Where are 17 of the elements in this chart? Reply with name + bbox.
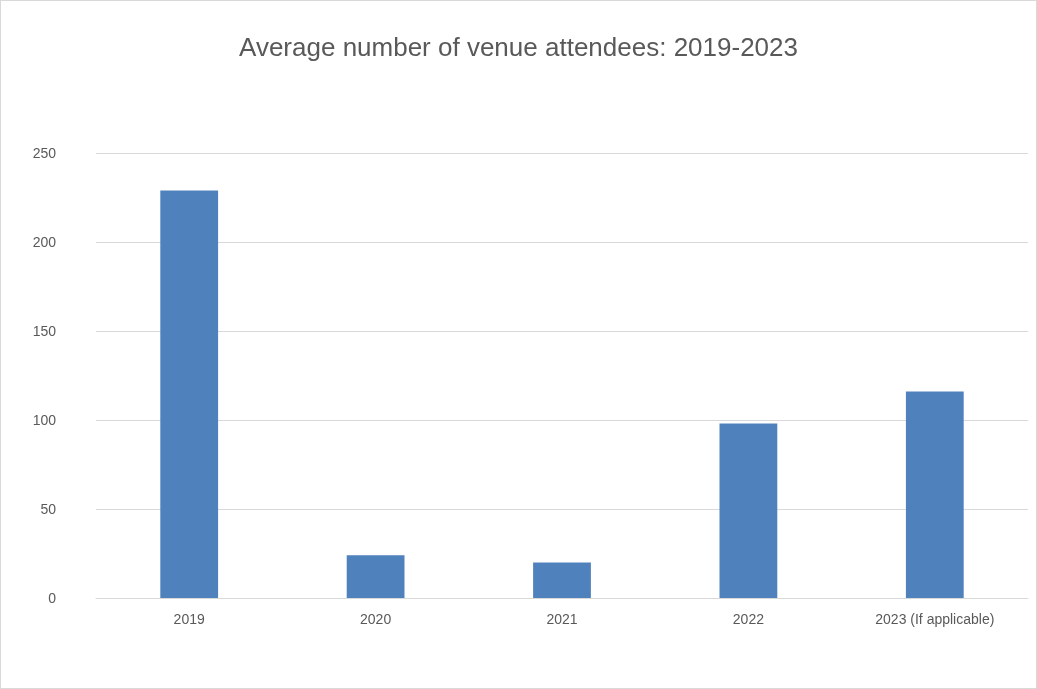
bar bbox=[719, 423, 778, 598]
y-tick-label: 250 bbox=[32, 145, 57, 161]
x-tick-label: 2021 bbox=[546, 611, 578, 627]
chart-title: Average number of venue attendees: 2019-2023 bbox=[239, 32, 798, 62]
bar bbox=[533, 562, 591, 598]
x-tick-label: 2020 bbox=[360, 611, 392, 627]
bar bbox=[346, 555, 405, 598]
x-tick-label: 2022 bbox=[732, 611, 765, 627]
y-tick-label: 50 bbox=[40, 501, 57, 517]
bar bbox=[160, 190, 219, 598]
x-tick-label: 2019 bbox=[173, 611, 205, 627]
bar bbox=[905, 391, 964, 598]
y-tick-label: 100 bbox=[32, 412, 57, 428]
y-tick-label: 0 bbox=[48, 590, 57, 606]
x-tick-label: 2023 (If applicable) bbox=[875, 611, 995, 627]
y-tick-label: 200 bbox=[32, 234, 57, 250]
y-tick-label: 150 bbox=[32, 323, 57, 339]
